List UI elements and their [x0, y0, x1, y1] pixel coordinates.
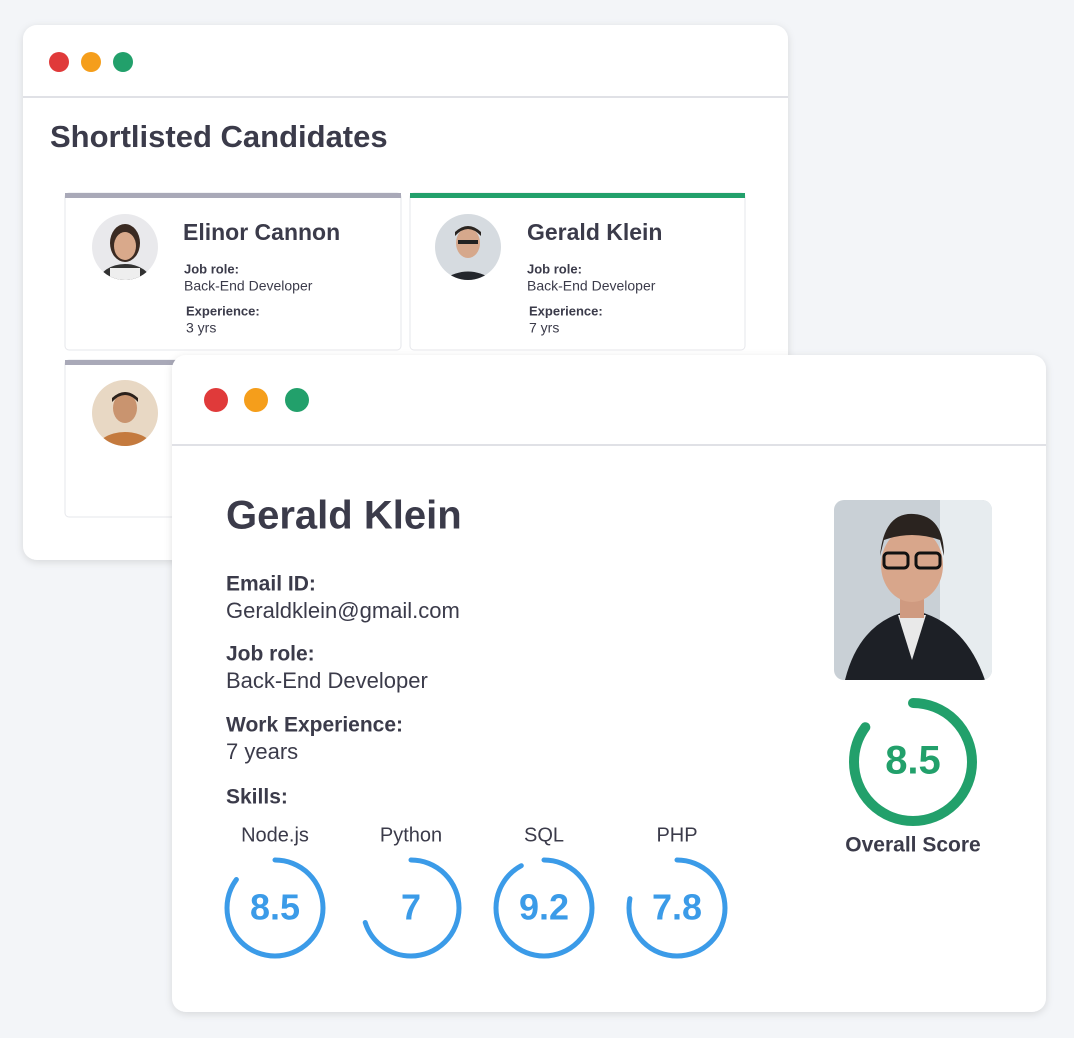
field-label: Job role: [226, 643, 315, 666]
score-ring [626, 857, 728, 959]
skill-score: 7.8 [652, 887, 702, 928]
score-ring [224, 857, 326, 959]
skill-score: 8.5 [250, 887, 300, 928]
minimize-dot[interactable] [244, 388, 268, 412]
close-dot[interactable] [204, 388, 228, 412]
skills-label: Skills: [226, 786, 288, 809]
field-value: Geraldklein@gmail.com [226, 598, 460, 623]
skill-score: 7 [401, 887, 421, 928]
minimize-dot[interactable] [81, 52, 101, 72]
profile-photo [834, 500, 992, 680]
score-ring [493, 857, 595, 959]
close-dot[interactable] [49, 52, 69, 72]
value: Back-End Developer [527, 278, 656, 294]
candidate-name: Elinor Cannon [183, 219, 340, 245]
maximize-dot[interactable] [285, 388, 309, 412]
candidate-name: Gerald Klein [527, 219, 662, 245]
candidate-card[interactable]: Elinor Cannon Job role: Back-End Develop… [64, 192, 402, 351]
score-ring [849, 698, 977, 826]
title: Shortlisted Candidates [50, 119, 388, 154]
skill-score: 9.2 [519, 887, 569, 928]
candidate-card[interactable]: Gerald Klein Job role: Back-End Develope… [409, 192, 746, 351]
overall-score: 8.5 [885, 739, 941, 783]
field-value: 7 years [226, 739, 298, 764]
skill-name: Node.js [241, 824, 309, 846]
field-label: Work Experience: [226, 714, 403, 737]
value: Back-End Developer [184, 278, 313, 294]
skill-name: Python [380, 824, 442, 846]
skill-name: PHP [656, 824, 697, 846]
field-label: Email ID: [226, 573, 316, 596]
maximize-dot[interactable] [113, 52, 133, 72]
score-ring [360, 857, 462, 959]
label: Experience: [186, 303, 260, 318]
label: Job role: [184, 261, 239, 276]
label: Experience: [529, 303, 603, 318]
label: Job role: [527, 261, 582, 276]
profile-window: Gerald Klein Email ID: Geraldklein@gmail… [172, 355, 1046, 1012]
value: 3 yrs [186, 320, 216, 336]
field-value: Back-End Developer [226, 668, 428, 693]
skill-name: SQL [524, 824, 564, 846]
profile-name: Gerald Klein [226, 494, 462, 538]
overall-label: Overall Score [845, 834, 980, 857]
value: 7 yrs [529, 320, 559, 336]
